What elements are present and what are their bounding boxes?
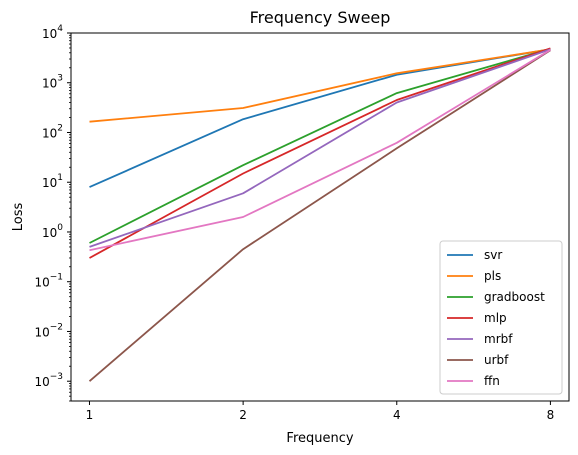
series-line-ffn <box>89 49 551 252</box>
legend: svr pls gradboost mlp mrbf urbf ffn <box>439 240 563 395</box>
y-tick-exponent: 0 <box>57 223 63 233</box>
series-line-svr <box>89 48 551 188</box>
y-tick-exponent: −3 <box>50 372 63 382</box>
x-axis-label: Frequency <box>286 431 353 446</box>
legend-label-mlp: mlp <box>484 311 507 325</box>
legend-box <box>439 240 563 395</box>
series-group <box>88 47 551 382</box>
y-tick-base: 10 <box>34 375 49 389</box>
y-tick-base: 10 <box>42 27 57 41</box>
y-tick-exponent: −2 <box>50 322 63 332</box>
y-tick-label: 10−2 <box>34 322 63 339</box>
series-line-pls <box>89 48 551 123</box>
y-tick-label: 104 <box>42 24 63 41</box>
y-tick-label: 10−1 <box>34 273 63 290</box>
y-tick-exponent: 1 <box>57 173 63 183</box>
y-tick-base: 10 <box>34 325 49 339</box>
legend-label-svr: svr <box>484 248 502 262</box>
y-tick-base: 10 <box>34 276 49 290</box>
y-tick-label: 101 <box>42 173 63 190</box>
series-line-mlp <box>89 47 551 259</box>
series-line-urbf <box>88 49 551 382</box>
x-tick-label: 1 <box>86 408 94 422</box>
y-tick-label: 103 <box>42 74 63 91</box>
y-tick-label: 102 <box>42 123 63 140</box>
legend-label-ffn: ffn <box>484 374 500 388</box>
x-tick-label: 2 <box>239 408 247 422</box>
legend-label-pls: pls <box>484 269 501 283</box>
legend-label-mrbf: mrbf <box>484 332 513 346</box>
y-axis-label: Loss <box>11 203 26 232</box>
y-tick-label: 100 <box>42 223 63 240</box>
legend-label-urbf: urbf <box>484 353 509 367</box>
y-tick-base: 10 <box>42 226 57 240</box>
legend-label-gradboost: gradboost <box>484 290 545 304</box>
y-tick-exponent: −1 <box>50 273 63 283</box>
x-tick-label: 4 <box>393 408 401 422</box>
y-tick-base: 10 <box>42 176 57 190</box>
x-tick-label: 8 <box>547 408 555 422</box>
plot-frame <box>70 32 570 402</box>
y-tick-base: 10 <box>42 77 57 91</box>
y-tick-base: 10 <box>42 126 57 140</box>
y-tick-exponent: 3 <box>57 74 63 84</box>
y-tick-exponent: 4 <box>57 24 63 34</box>
y-tick-label: 10−3 <box>34 372 63 389</box>
chart-title: Frequency Sweep <box>250 8 391 27</box>
series-line-gradboost <box>89 48 551 244</box>
series-line-mrbf <box>89 48 551 248</box>
y-tick-exponent: 2 <box>57 123 63 133</box>
